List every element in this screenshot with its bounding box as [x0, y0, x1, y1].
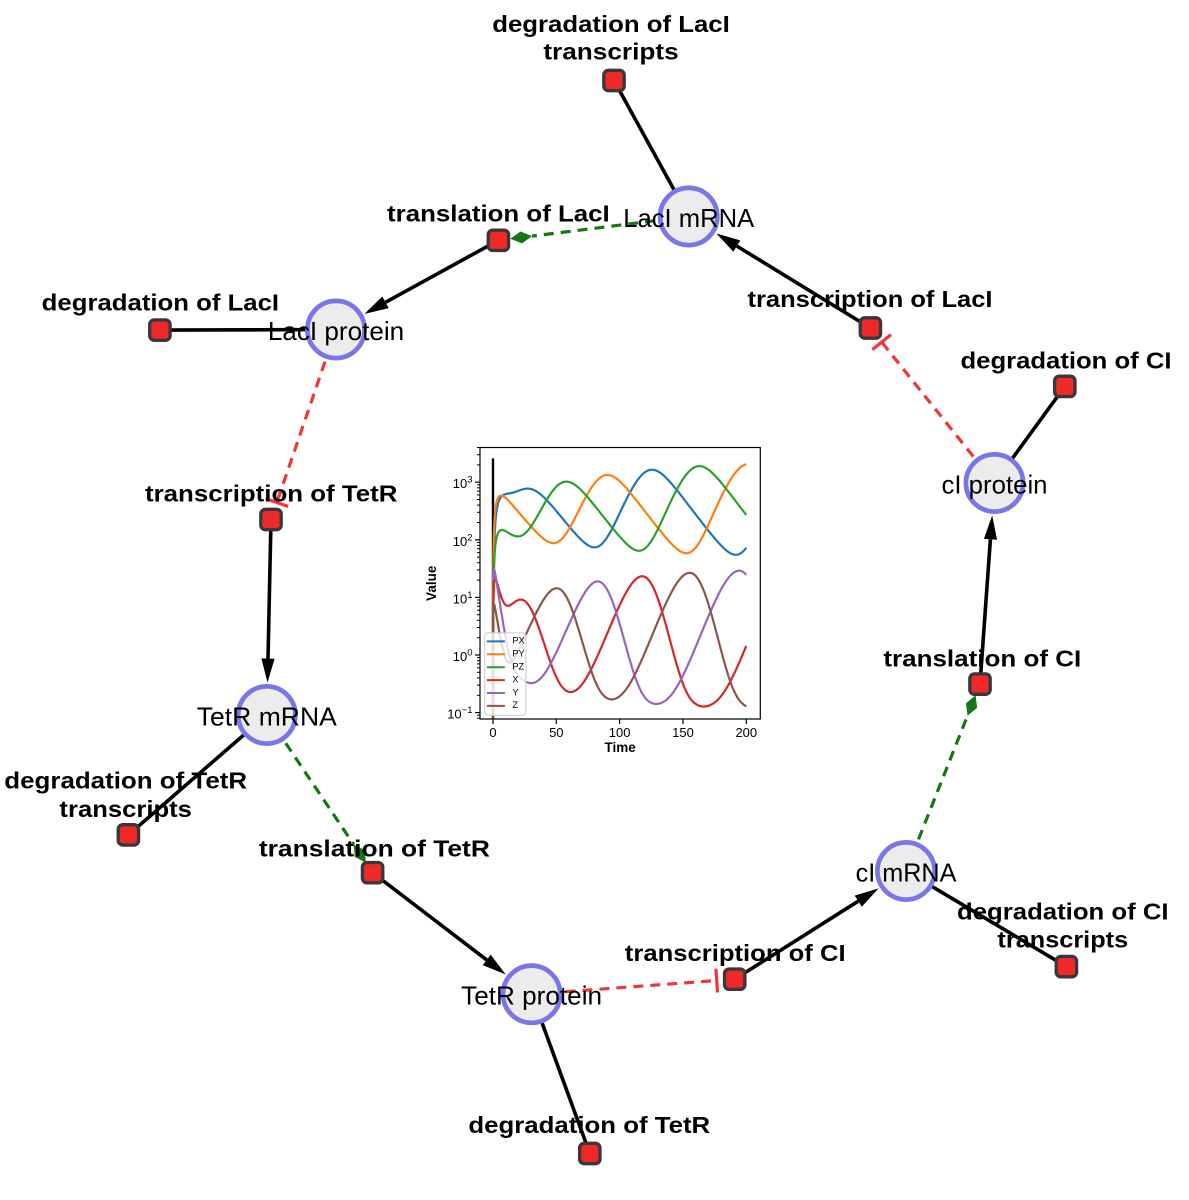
- svg-text:degradation of LacI: degradation of LacI: [492, 11, 730, 37]
- svg-text:cI protein: cI protein: [941, 469, 1047, 499]
- svg-text:PY: PY: [512, 649, 524, 659]
- svg-text:transcription of LacI: transcription of LacI: [748, 286, 993, 312]
- svg-text:100: 100: [609, 725, 631, 740]
- svg-text:X: X: [512, 674, 518, 684]
- svg-text:PZ: PZ: [512, 662, 524, 672]
- svg-text:TetR protein: TetR protein: [461, 981, 602, 1011]
- svg-text:transcription of CI: transcription of CI: [625, 940, 846, 966]
- svg-text:Z: Z: [512, 700, 518, 710]
- svg-text:transcripts: transcripts: [543, 38, 678, 64]
- svg-text:degradation of CI: degradation of CI: [957, 898, 1169, 924]
- svg-text:translation of CI: translation of CI: [883, 645, 1081, 671]
- svg-text:translation of TetR: translation of TetR: [259, 836, 490, 862]
- svg-text:translation of LacI: translation of LacI: [387, 201, 610, 227]
- svg-text:50: 50: [549, 725, 563, 740]
- svg-text:degradation of LacI: degradation of LacI: [42, 289, 279, 315]
- svg-text:PX: PX: [512, 636, 524, 646]
- svg-text:Y: Y: [512, 687, 518, 697]
- svg-text:degradation of TetR: degradation of TetR: [468, 1112, 710, 1138]
- svg-text:transcripts: transcripts: [59, 796, 192, 822]
- svg-text:transcription of TetR: transcription of TetR: [145, 480, 398, 506]
- svg-text:Value: Value: [424, 565, 439, 601]
- svg-text:0: 0: [489, 725, 496, 740]
- svg-text:degradation of TetR: degradation of TetR: [4, 768, 247, 794]
- svg-text:LacI protein: LacI protein: [268, 316, 404, 346]
- svg-text:Time: Time: [604, 740, 636, 755]
- svg-text:degradation of CI: degradation of CI: [961, 347, 1172, 373]
- svg-text:LacI mRNA: LacI mRNA: [623, 203, 755, 233]
- svg-text:cI mRNA: cI mRNA: [856, 857, 957, 887]
- svg-text:150: 150: [672, 725, 694, 740]
- svg-text:transcripts: transcripts: [997, 927, 1128, 953]
- svg-text:TetR mRNA: TetR mRNA: [197, 701, 338, 731]
- svg-text:200: 200: [735, 725, 757, 740]
